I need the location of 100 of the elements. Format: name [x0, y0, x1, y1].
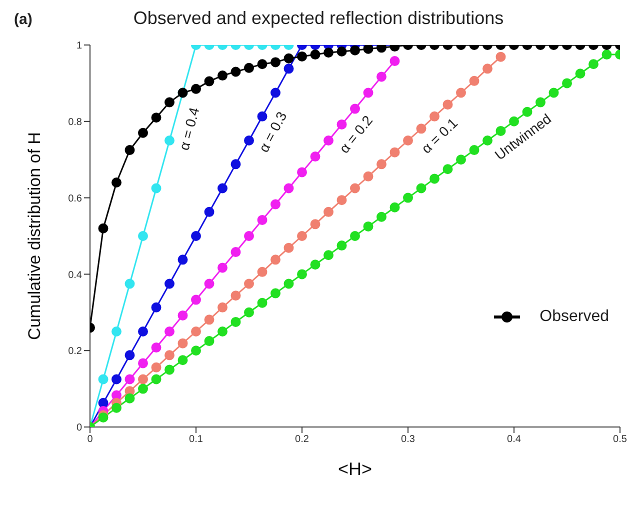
point: [270, 254, 280, 265]
point: [350, 231, 360, 241]
point: [536, 97, 546, 108]
point: [164, 364, 174, 375]
point: [191, 326, 201, 336]
x-tick-label: 0.3: [401, 434, 416, 446]
point: [403, 192, 413, 203]
point: [376, 212, 386, 222]
point: [191, 231, 201, 241]
point: [482, 136, 492, 146]
point: [257, 59, 268, 70]
point: [257, 266, 268, 277]
point: [151, 342, 162, 353]
point: [178, 254, 188, 265]
point: [442, 100, 453, 110]
point: [350, 104, 360, 114]
annotation: α = 0.2: [336, 112, 376, 156]
x-tick-label: 0: [87, 434, 94, 446]
point: [297, 231, 307, 241]
point: [112, 178, 122, 188]
chart-title: Observed and expected reflection distributions: [133, 8, 504, 28]
point: [270, 199, 280, 210]
point: [310, 50, 320, 60]
point: [257, 298, 268, 308]
point: [297, 51, 307, 62]
point: [191, 84, 201, 94]
point: [151, 362, 162, 372]
point: [297, 167, 307, 178]
point: [324, 136, 334, 146]
point: [284, 64, 294, 74]
point: [456, 88, 466, 98]
point: [124, 393, 135, 404]
point: [284, 183, 294, 194]
point: [257, 214, 268, 225]
point: [390, 147, 400, 158]
point: [191, 294, 201, 305]
annotation: α = 0.1: [418, 114, 461, 156]
point: [324, 250, 334, 260]
point: [218, 183, 228, 194]
point: [164, 97, 174, 108]
point: [164, 326, 174, 336]
x-tick-label: 0.5: [613, 434, 628, 446]
point: [350, 183, 360, 194]
point: [482, 64, 492, 74]
point: [270, 88, 280, 98]
point: [204, 76, 214, 86]
point: [230, 290, 241, 301]
y-tick-label: 0.8: [68, 116, 82, 128]
point: [218, 70, 228, 81]
point: [230, 247, 241, 258]
annotation: α = 0.3: [255, 108, 290, 155]
point: [178, 355, 188, 366]
point: [336, 119, 347, 130]
point: [336, 240, 347, 251]
point: [98, 374, 108, 384]
point: [469, 145, 480, 156]
point: [297, 269, 307, 280]
point: [204, 206, 214, 217]
point: [310, 219, 320, 230]
point: [151, 112, 162, 123]
point: [284, 242, 294, 253]
point: [164, 350, 174, 360]
point: [403, 136, 413, 146]
point: [350, 45, 360, 56]
point: [124, 278, 135, 289]
point: [138, 128, 148, 138]
point: [204, 336, 214, 346]
x-tick-label: 0.2: [295, 434, 310, 446]
y-tick-label: 0.4: [68, 270, 82, 281]
point: [191, 346, 201, 356]
point: [204, 314, 214, 325]
y-tick-label: 1: [76, 40, 82, 52]
point: [430, 174, 440, 184]
point: [164, 136, 174, 146]
point: [230, 66, 241, 77]
point: [230, 316, 241, 327]
point: [456, 154, 466, 165]
point: [469, 76, 480, 86]
y-axis-title: Cumulative distribution of H: [25, 132, 44, 340]
y-tick-label: 0.2: [68, 346, 82, 358]
point: [496, 52, 506, 62]
point: [124, 145, 135, 156]
point: [548, 88, 559, 98]
point: [178, 338, 188, 348]
point: [124, 350, 135, 360]
point: [376, 159, 386, 170]
y-tick-label: 0: [76, 422, 82, 434]
point: [244, 231, 254, 241]
y-tick-label: 0.6: [68, 193, 82, 204]
point: [284, 53, 294, 64]
point: [363, 171, 374, 182]
point: [442, 164, 453, 174]
point: [218, 262, 228, 273]
point: [151, 183, 162, 194]
point: [390, 56, 400, 66]
point: [324, 48, 334, 58]
point: [244, 278, 254, 289]
legend-label: Observed: [540, 308, 609, 326]
point: [390, 202, 400, 212]
point: [178, 310, 188, 320]
